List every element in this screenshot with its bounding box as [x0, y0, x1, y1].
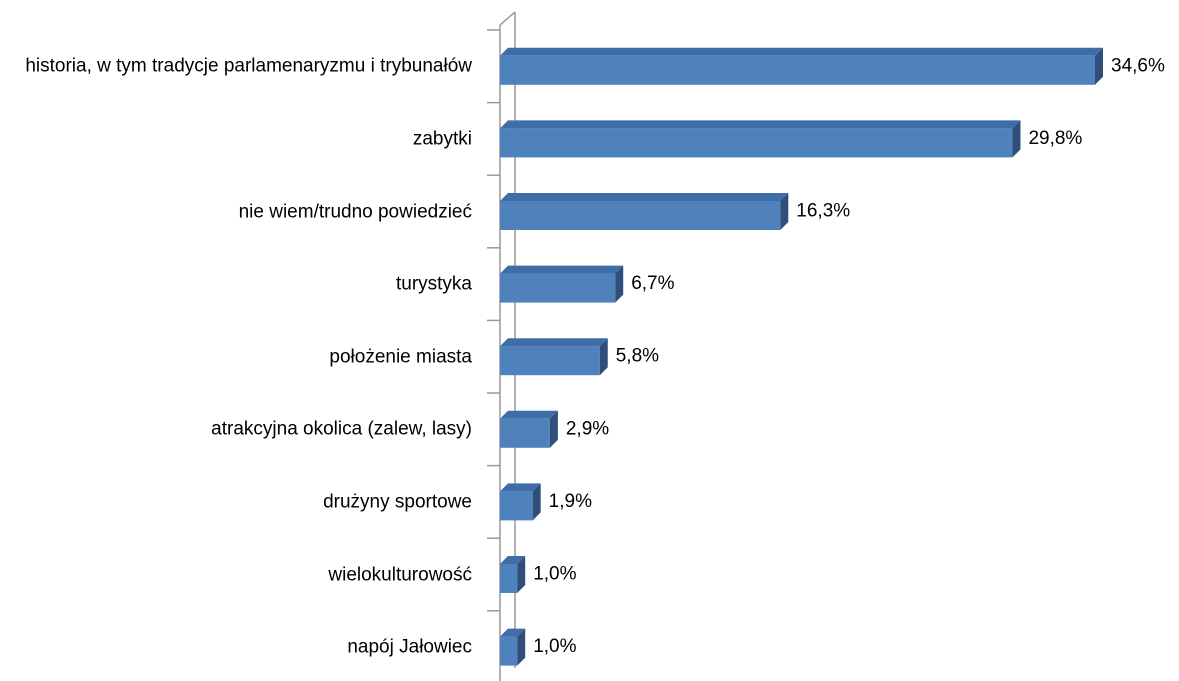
bar-part: [599, 338, 608, 376]
data-label: 1,0%: [533, 636, 576, 657]
category-label: drużyny sportowe: [323, 491, 472, 513]
category-label: wielokulturowość: [328, 564, 472, 585]
bar-part: [500, 491, 533, 521]
bar-part: [1012, 120, 1021, 158]
bar-part: [500, 47, 1103, 56]
category-label: napój Jałowiec: [347, 636, 472, 658]
bar-part: [500, 201, 781, 230]
bar: [500, 628, 526, 666]
bar: [500, 338, 608, 376]
category-label: atrakcyjna okolica (zalew, lasy): [211, 418, 472, 440]
bar-part: [500, 193, 789, 201]
data-label: 34,6%: [1111, 55, 1165, 76]
axis-top: [499, 11, 516, 26]
category-label: zabytki: [412, 128, 472, 150]
bar: [500, 483, 541, 521]
data-label: 16,3%: [796, 201, 850, 222]
data-label: 29,8%: [1028, 128, 1082, 149]
bar: [500, 410, 558, 448]
bar-part: [500, 628, 526, 637]
data-label: 2,9%: [566, 418, 609, 439]
bar-part: [549, 410, 558, 448]
data-label: 1,0%: [533, 564, 576, 585]
bar-part: [500, 636, 518, 666]
bar: [500, 120, 1021, 158]
bar-part: [500, 338, 608, 347]
bar-part: [500, 120, 1021, 129]
data-label: 5,8%: [616, 346, 659, 367]
bar-part: [500, 346, 600, 376]
bar-part: [500, 418, 550, 448]
bar-part: [615, 265, 624, 303]
bar-part: [500, 483, 541, 492]
bar-part: [517, 556, 526, 593]
bar-part: [500, 265, 624, 274]
data-label: 1,9%: [549, 491, 592, 512]
data-label: 6,7%: [631, 273, 674, 294]
bar-part: [500, 55, 1095, 85]
bar-part: [500, 410, 558, 419]
bar: [500, 47, 1103, 85]
bar-part: [780, 193, 789, 230]
bar: [500, 556, 526, 593]
bar-part: [500, 556, 526, 564]
bar-part: [532, 483, 541, 521]
bar: [500, 193, 789, 230]
bar-part: [1095, 47, 1103, 85]
bar: [500, 265, 624, 303]
category-label: historia, w tym tradycje parlamenaryzmu …: [25, 55, 472, 77]
bar-part: [500, 128, 1013, 158]
bar-part: [500, 273, 616, 303]
category-label: nie wiem/trudno powiedzieć: [238, 201, 472, 222]
category-label: położenie miasta: [329, 346, 472, 368]
bar-part: [500, 564, 518, 593]
category-label: turystyka: [395, 273, 472, 295]
bar-part: [517, 628, 526, 666]
